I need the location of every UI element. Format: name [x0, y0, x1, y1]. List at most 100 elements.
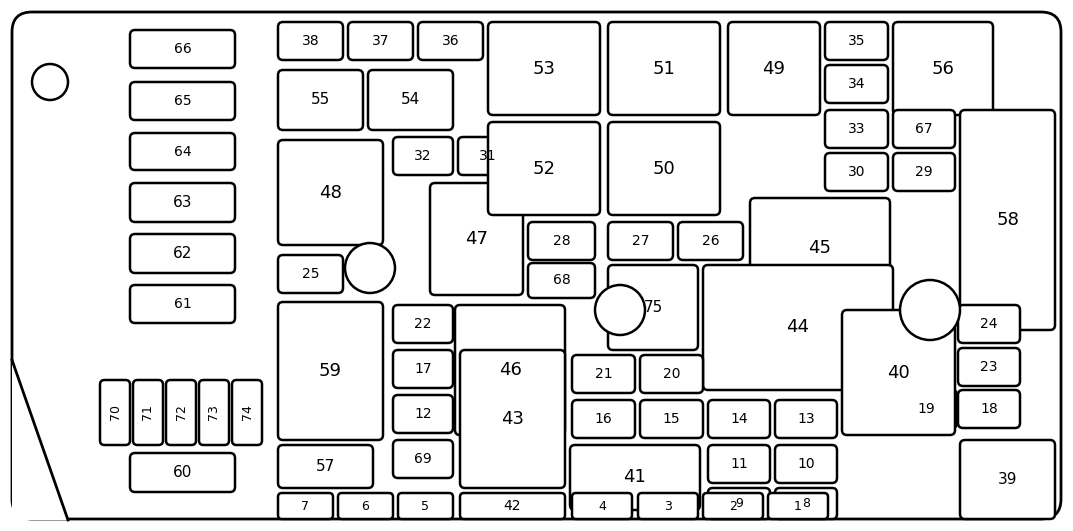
Text: 59: 59 [319, 362, 342, 380]
FancyBboxPatch shape [430, 183, 523, 295]
Text: 21: 21 [594, 367, 613, 381]
Text: 49: 49 [763, 59, 785, 78]
FancyBboxPatch shape [638, 493, 699, 519]
FancyBboxPatch shape [708, 400, 770, 438]
Text: 7: 7 [302, 500, 309, 512]
Text: 45: 45 [808, 239, 832, 257]
Text: 67: 67 [915, 122, 932, 136]
Text: 19: 19 [917, 402, 935, 416]
Text: 2: 2 [729, 500, 737, 512]
FancyBboxPatch shape [393, 137, 453, 175]
FancyBboxPatch shape [572, 355, 635, 393]
Text: 6: 6 [362, 500, 369, 512]
FancyBboxPatch shape [895, 390, 957, 428]
Text: 72: 72 [175, 405, 188, 421]
FancyBboxPatch shape [348, 22, 413, 60]
Text: 63: 63 [173, 195, 192, 210]
FancyBboxPatch shape [368, 70, 453, 130]
FancyBboxPatch shape [398, 493, 453, 519]
Text: 39: 39 [998, 472, 1017, 487]
Text: 70: 70 [108, 405, 121, 421]
Text: 71: 71 [142, 405, 155, 421]
FancyBboxPatch shape [640, 400, 703, 438]
FancyBboxPatch shape [775, 400, 837, 438]
FancyBboxPatch shape [825, 110, 888, 148]
Text: 25: 25 [302, 267, 320, 281]
Text: 47: 47 [465, 230, 488, 248]
FancyBboxPatch shape [825, 153, 888, 191]
FancyBboxPatch shape [893, 153, 955, 191]
FancyBboxPatch shape [528, 263, 596, 298]
FancyBboxPatch shape [278, 70, 363, 130]
FancyBboxPatch shape [393, 305, 453, 343]
FancyBboxPatch shape [393, 350, 453, 388]
FancyBboxPatch shape [418, 22, 483, 60]
Text: 23: 23 [981, 360, 998, 374]
FancyBboxPatch shape [278, 302, 383, 440]
FancyBboxPatch shape [458, 137, 518, 175]
Text: 75: 75 [644, 300, 663, 315]
FancyBboxPatch shape [455, 305, 565, 435]
Text: 3: 3 [664, 500, 672, 512]
Text: 74: 74 [240, 405, 253, 421]
Text: 38: 38 [302, 34, 320, 48]
FancyBboxPatch shape [278, 493, 333, 519]
Polygon shape [12, 360, 68, 520]
Circle shape [346, 243, 395, 293]
FancyBboxPatch shape [727, 22, 820, 115]
FancyBboxPatch shape [572, 400, 635, 438]
Text: 48: 48 [319, 184, 342, 201]
FancyBboxPatch shape [958, 305, 1020, 343]
Text: 51: 51 [652, 59, 675, 78]
Text: 17: 17 [414, 362, 431, 376]
FancyBboxPatch shape [608, 265, 699, 350]
FancyBboxPatch shape [278, 255, 343, 293]
Circle shape [900, 280, 960, 340]
FancyBboxPatch shape [608, 222, 673, 260]
FancyBboxPatch shape [572, 493, 632, 519]
FancyBboxPatch shape [130, 285, 235, 323]
Text: 58: 58 [996, 211, 1019, 229]
Text: 46: 46 [499, 361, 521, 379]
Text: 18: 18 [980, 402, 998, 416]
FancyBboxPatch shape [460, 493, 565, 519]
FancyBboxPatch shape [750, 198, 890, 298]
Text: 60: 60 [173, 465, 192, 480]
FancyBboxPatch shape [130, 234, 235, 273]
FancyBboxPatch shape [166, 380, 196, 445]
Text: 64: 64 [174, 144, 191, 158]
FancyBboxPatch shape [278, 445, 373, 488]
Text: 5: 5 [422, 500, 429, 512]
Text: 32: 32 [414, 149, 431, 163]
Circle shape [596, 285, 645, 335]
Text: 73: 73 [207, 405, 220, 421]
Text: 54: 54 [401, 92, 421, 107]
Text: 12: 12 [414, 407, 431, 421]
FancyBboxPatch shape [640, 355, 703, 393]
Text: 36: 36 [442, 34, 459, 48]
FancyBboxPatch shape [703, 493, 763, 519]
FancyBboxPatch shape [393, 395, 453, 433]
FancyBboxPatch shape [893, 110, 955, 148]
Text: 52: 52 [532, 159, 556, 177]
FancyBboxPatch shape [278, 22, 343, 60]
FancyBboxPatch shape [825, 22, 888, 60]
Text: 50: 50 [652, 159, 675, 177]
FancyBboxPatch shape [393, 440, 453, 478]
FancyBboxPatch shape [488, 122, 600, 215]
FancyBboxPatch shape [232, 380, 262, 445]
Text: 37: 37 [371, 34, 389, 48]
FancyBboxPatch shape [893, 22, 993, 115]
Text: 22: 22 [414, 317, 431, 331]
Text: 9: 9 [735, 497, 743, 510]
Text: 8: 8 [802, 497, 810, 510]
FancyBboxPatch shape [842, 310, 955, 435]
FancyBboxPatch shape [130, 82, 235, 120]
FancyBboxPatch shape [708, 488, 770, 519]
Text: 16: 16 [594, 412, 613, 426]
Text: 31: 31 [480, 149, 497, 163]
FancyBboxPatch shape [130, 183, 235, 222]
Circle shape [32, 64, 68, 100]
Text: 53: 53 [532, 59, 556, 78]
Text: 42: 42 [503, 499, 521, 513]
